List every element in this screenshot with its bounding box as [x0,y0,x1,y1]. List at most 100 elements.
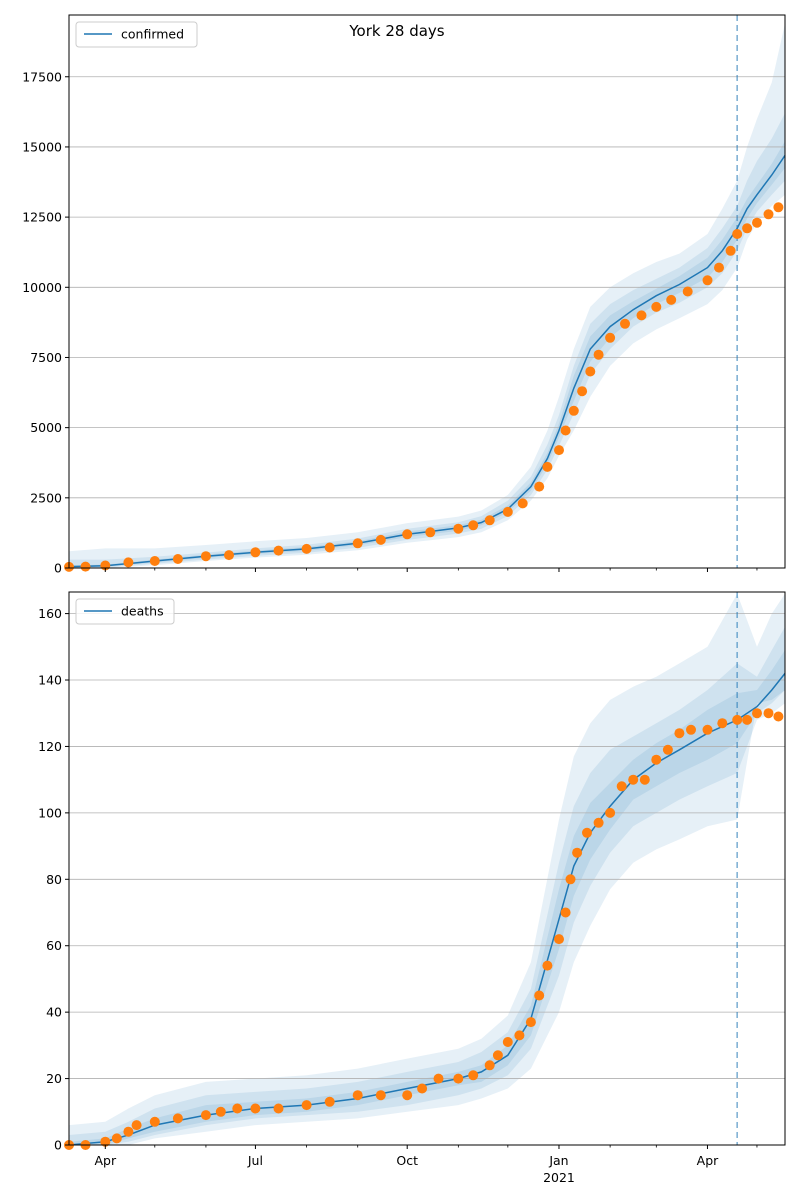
deaths-observed-point [324,1096,335,1107]
confirmed-y-axis: 0 2500 5000 7500 10000 12500 15000 17500 [22,69,69,576]
deaths-ytick-label: 20 [46,1071,62,1086]
legend-label: deaths [121,604,164,619]
confirmed-observed-point [773,202,784,213]
deaths-observed-point [752,708,762,719]
deaths-observed-point [100,1136,111,1147]
legend-box [75,598,175,625]
confirmed-observed-point [224,550,234,561]
confirmed-observed-point [732,229,743,239]
figure-title: York 28 days [348,22,444,40]
confirmed-observed-point [352,538,363,549]
deaths-observed-point [773,711,784,722]
xtick-label: Jan [548,1153,568,1168]
deaths-panel: 0 20 40 60 80 100 120 140 160 Apr Jul Oct Jan Apr 202… [38,591,786,1185]
deaths-observed-point [554,934,564,945]
confirmed-observed-point [714,262,724,273]
confirmed-observed-point [484,515,495,526]
deaths-observed-point [215,1106,226,1117]
deaths-x-axis: Apr Jul Oct Jan Apr 2021 [94,1145,758,1185]
confirmed-observed-point [636,310,647,321]
confirmed-band-1 [69,113,785,568]
confirmed-observed-point [402,529,413,540]
confirmed-axes-frame [68,14,786,569]
confirmed-observed-point [542,461,553,472]
deaths-legend: deaths [75,598,175,625]
deaths-ytick-label: 80 [46,872,62,887]
deaths-observed-point [301,1100,312,1111]
confirmed-observed-point [301,543,312,554]
confirmed-observed-point [425,527,436,538]
deaths-observed-point [250,1103,261,1114]
confirmed-observed-point [752,217,762,228]
legend-box [75,21,198,48]
legend-label: confirmed [121,27,184,42]
deaths-observed-point [560,907,571,918]
confirmed-observed-point [468,520,479,531]
deaths-observed-point [605,807,616,818]
deaths-observed-point [468,1070,479,1081]
deaths-observed-points [64,708,784,1150]
confirmed-ytick-label: 2500 [30,490,62,505]
confirmed-observed-point [453,523,464,534]
confirmed-observed-point [725,245,736,256]
deaths-y-axis: 0 20 40 60 80 100 120 140 160 [38,606,69,1153]
confirmed-observed-point [200,551,211,562]
deaths-observed-point [417,1083,428,1094]
deaths-observed-point [111,1133,122,1144]
deaths-observed-point [582,827,592,838]
deaths-observed-point [123,1126,134,1137]
confirmed-observed-point [273,545,284,556]
confirmed-observed-point [534,481,545,492]
confirmed-ytick-label: 7500 [30,350,62,365]
deaths-axes-frame [68,591,786,1146]
confirmed-legend: confirmed [75,21,198,48]
confirmed-ytick-label: 15000 [22,139,62,154]
confirmed-observed-point [763,209,774,220]
confirmed-observed-point [585,366,596,377]
confirmed-gridlines [69,76,785,499]
xtick-year-label: 2021 [543,1170,575,1185]
confirmed-observed-point [502,506,513,517]
deaths-observed-point [232,1103,243,1114]
confirmed-observed-point [682,286,693,297]
deaths-observed-point [453,1073,464,1084]
deaths-observed-point [628,774,639,785]
confirmed-panel: 0 2500 5000 7500 10000 12500 15000 17500 confir… [22,14,786,576]
confirmed-ytick-label: 5000 [30,420,62,435]
deaths-uncertainty-bands [69,593,785,1145]
deaths-ytick-label: 0 [54,1138,62,1153]
confirmed-observed-point [149,556,160,566]
deaths-observed-point [375,1090,386,1101]
confirmed-observed-point [577,386,588,397]
deaths-ytick-label: 40 [46,1005,62,1020]
confirmed-ytick-label: 0 [54,561,62,576]
deaths-observed-point [662,744,673,755]
deaths-observed-point [484,1060,495,1071]
confirmed-observed-point [123,557,134,568]
confirmed-observed-point [554,445,564,456]
confirmed-observed-point [560,425,571,436]
confirmed-ytick-label: 17500 [22,69,62,84]
xtick-label: Apr [697,1153,719,1168]
deaths-observed-point [131,1120,142,1131]
deaths-observed-point [525,1017,536,1028]
deaths-observed-point [717,718,728,729]
deaths-observed-point [273,1103,284,1114]
confirmed-observed-point [324,542,335,553]
confirmed-observed-point [375,534,386,545]
confirmed-observed-point [620,318,630,329]
confirmed-ytick-label: 12500 [22,210,62,225]
xtick-label: Apr [94,1153,116,1168]
confirmed-observed-point [80,561,91,572]
deaths-observed-point [492,1050,503,1061]
deaths-observed-point [402,1090,413,1101]
deaths-observed-point [352,1090,363,1101]
deaths-observed-point [565,874,576,885]
deaths-observed-point [542,960,553,971]
deaths-observed-point [674,728,685,739]
deaths-ytick-label: 100 [38,805,62,820]
confirmed-observed-point [568,405,579,416]
xtick-label: Jul [247,1153,263,1168]
deaths-observed-point [572,847,583,858]
deaths-ytick-label: 140 [38,673,62,688]
